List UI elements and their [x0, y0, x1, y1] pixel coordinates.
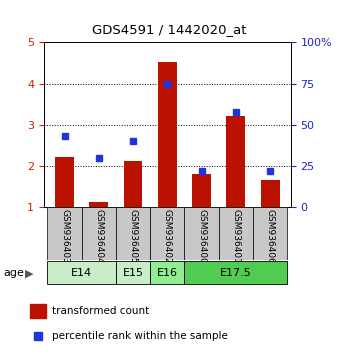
- Bar: [47, 261, 116, 284]
- Bar: [124, 161, 142, 207]
- Bar: [150, 207, 185, 260]
- Bar: [82, 207, 116, 260]
- Bar: [89, 202, 108, 207]
- Text: GSM936403: GSM936403: [60, 209, 69, 264]
- Bar: [253, 207, 287, 260]
- Text: E14: E14: [71, 268, 92, 278]
- Bar: [116, 207, 150, 260]
- Text: GSM936405: GSM936405: [128, 209, 138, 264]
- Text: transformed count: transformed count: [52, 306, 150, 316]
- Text: E17.5: E17.5: [220, 268, 252, 278]
- Text: E15: E15: [123, 268, 144, 278]
- Bar: [150, 261, 185, 284]
- Bar: [226, 116, 245, 207]
- Text: age: age: [3, 268, 24, 278]
- Bar: [158, 62, 177, 207]
- Text: ▶: ▶: [25, 268, 34, 278]
- Text: GSM936404: GSM936404: [94, 209, 103, 264]
- Bar: [185, 207, 219, 260]
- Text: GSM936406: GSM936406: [266, 209, 274, 264]
- Text: E16: E16: [157, 268, 178, 278]
- Bar: [47, 207, 82, 260]
- Text: GDS4591 / 1442020_at: GDS4591 / 1442020_at: [92, 23, 246, 36]
- Text: GSM936400: GSM936400: [197, 209, 206, 264]
- Bar: [30, 304, 46, 318]
- Bar: [55, 157, 74, 207]
- Text: percentile rank within the sample: percentile rank within the sample: [52, 331, 228, 341]
- Bar: [261, 180, 280, 207]
- Bar: [192, 174, 211, 207]
- Bar: [219, 207, 253, 260]
- Text: GSM936401: GSM936401: [231, 209, 240, 264]
- Text: GSM936402: GSM936402: [163, 209, 172, 264]
- Bar: [185, 261, 287, 284]
- Bar: [116, 261, 150, 284]
